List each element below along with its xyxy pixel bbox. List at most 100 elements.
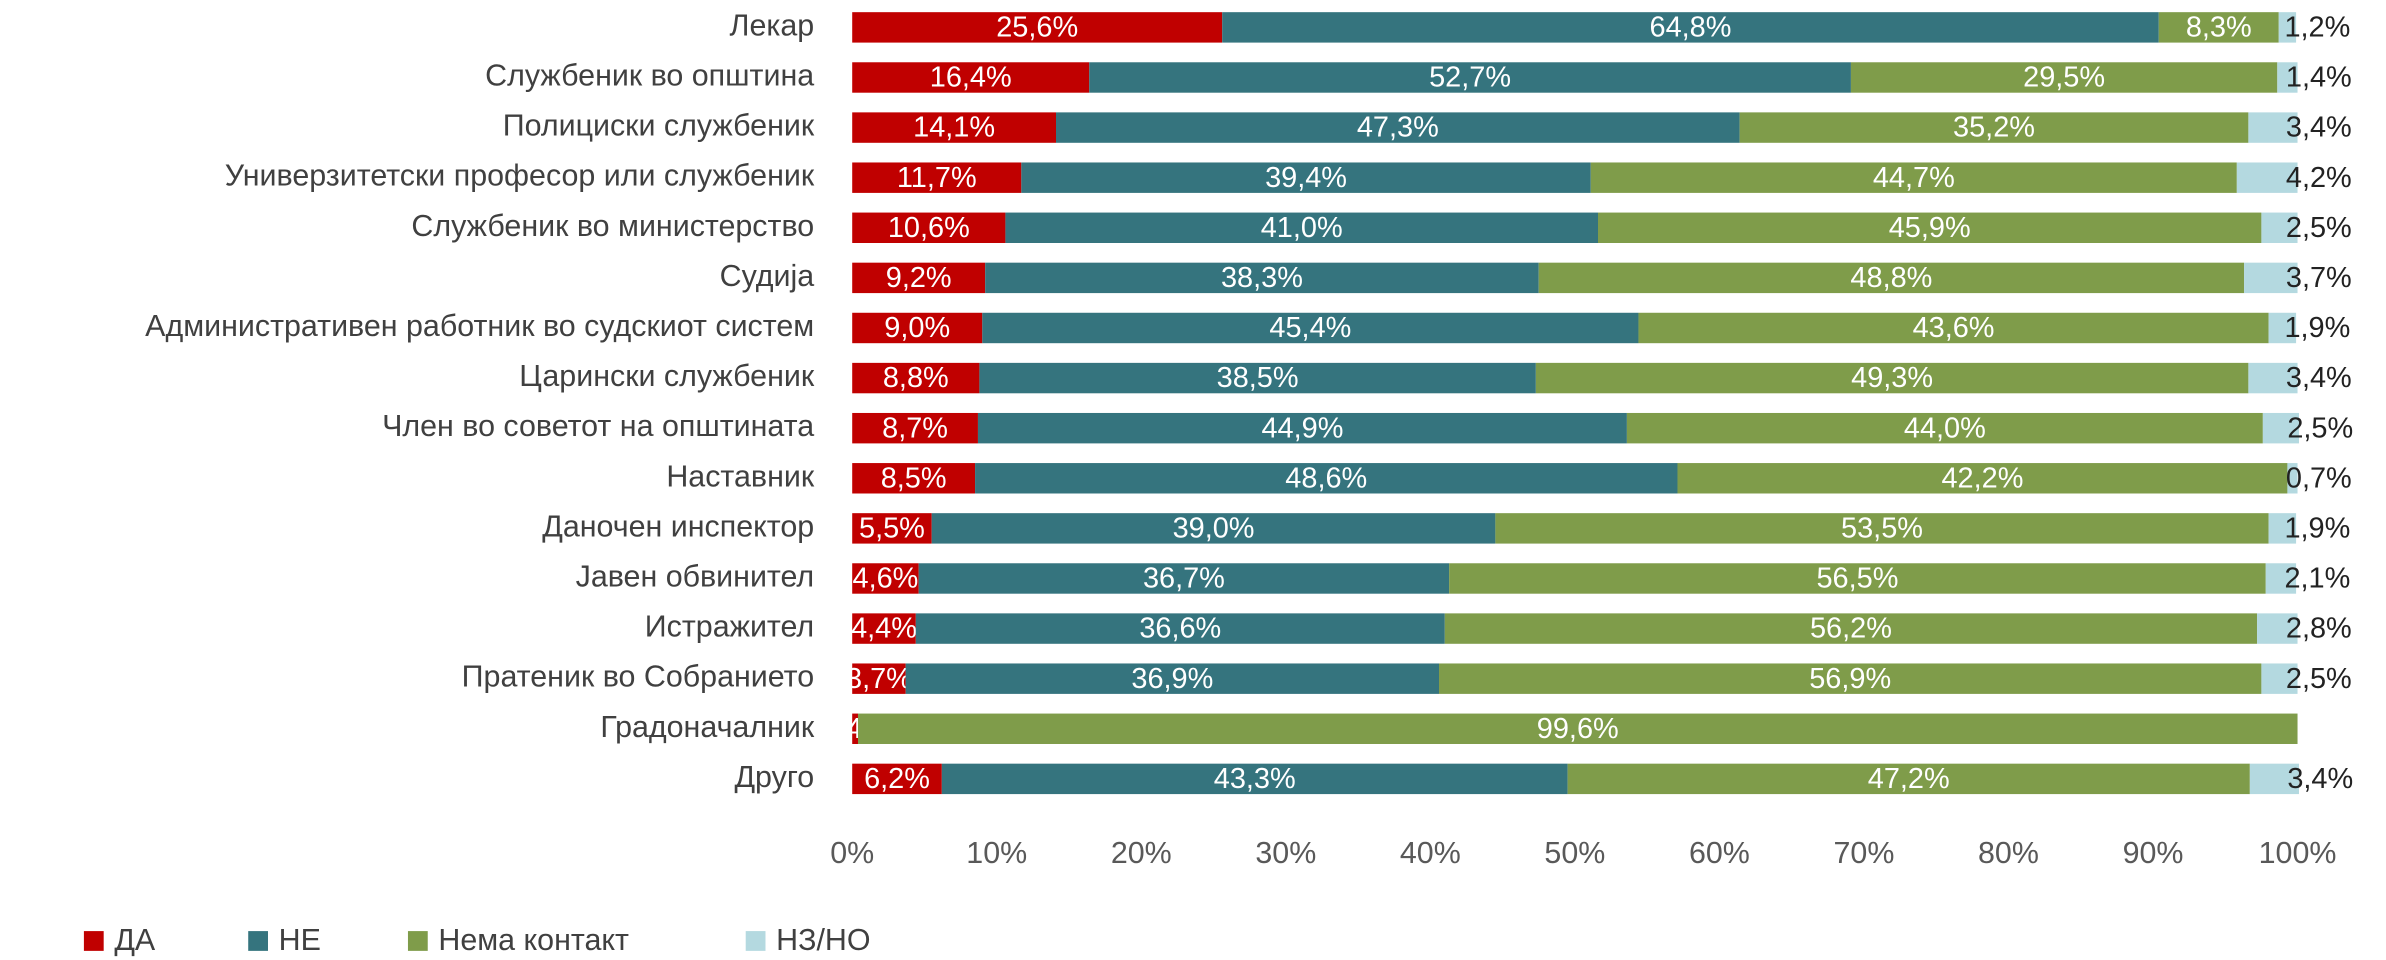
value-label: 56,9% [1809, 663, 1891, 695]
bar-segment [1089, 62, 1851, 93]
x-tick-label: 60% [1689, 836, 1750, 870]
value-label: 44,9% [1261, 412, 1343, 444]
legend-swatch [248, 931, 268, 951]
value-label: 36,9% [1131, 663, 1213, 695]
x-tick-label: 10% [966, 836, 1027, 870]
bar-segment [852, 613, 916, 644]
bar-segment [857, 713, 2298, 744]
bar-segment [985, 262, 1539, 294]
bar-segment [1444, 613, 2258, 644]
bar-segment [852, 162, 1022, 193]
bar-segment [2268, 513, 2297, 544]
bar-segment [2287, 463, 2298, 494]
value-label: 9,0% [884, 312, 950, 344]
bar-segment [1439, 663, 2262, 694]
value-label: 1,4% [2286, 62, 2352, 94]
bar-segment [852, 763, 942, 795]
category-label: Наставник [666, 459, 814, 493]
value-label: 39,0% [1173, 513, 1255, 545]
bar-segment [1222, 12, 2159, 43]
bar-segment [1567, 763, 2250, 795]
value-label: 56,5% [1816, 563, 1898, 595]
legend-label: ДА [114, 923, 156, 957]
value-label: 64,8% [1650, 12, 1732, 44]
bar-segment [1626, 412, 2263, 444]
category-label: Полициски службеник [503, 109, 815, 143]
value-label: 1,9% [2284, 513, 2350, 545]
category-label: Истражител [645, 610, 814, 644]
bar-segment [1590, 162, 2237, 193]
bar-segment [1850, 62, 2278, 93]
legend-swatch [83, 931, 104, 951]
value-label: 3,7% [846, 663, 912, 695]
x-tick-label: 100% [2259, 836, 2337, 870]
bar-segment [2278, 12, 2297, 43]
bar-segment [852, 663, 906, 694]
value-label: 45,9% [1889, 212, 1971, 244]
x-tick-label: 50% [1544, 836, 1605, 870]
legend-swatch [745, 931, 766, 951]
legend-label: НЗ/НО [776, 923, 870, 957]
category-label: Административен работник во судскиот сис… [145, 309, 814, 343]
bar-segment [1677, 463, 2288, 494]
bar-segment [941, 763, 1568, 795]
bar-segment [2236, 162, 2298, 193]
value-label: 11,7% [897, 162, 977, 194]
bar-segment [852, 412, 978, 444]
bar-segment [982, 312, 1639, 344]
category-label: Службеник во министерство [411, 209, 814, 243]
category-label: Лекар [730, 8, 815, 42]
value-label: 3,4% [2287, 763, 2353, 795]
value-label: 42,2% [1941, 462, 2023, 494]
x-tick-label: 90% [2123, 836, 2184, 870]
bar-segment [852, 713, 858, 744]
value-label: 4,6% [853, 563, 919, 595]
value-label: 99,6% [1537, 713, 1619, 745]
bar-segment [2248, 112, 2298, 143]
bar-segment [1535, 362, 2249, 394]
legend-swatch [407, 931, 428, 951]
value-label: 25,6% [996, 12, 1078, 44]
x-tick-label: 70% [1834, 836, 1895, 870]
value-label: 39,4% [1265, 162, 1347, 194]
bar-segment [1739, 112, 2249, 143]
category-label: Службеник во општина [485, 59, 814, 93]
bar-segment [1638, 312, 2269, 344]
value-label: 2,5% [2286, 212, 2352, 244]
category-label: Градоначалник [600, 710, 815, 744]
value-label: 47,3% [1357, 112, 1439, 144]
bar-segment [1449, 563, 2266, 594]
legend-label: Нема контакт [438, 923, 629, 957]
bar-segment [977, 412, 1627, 444]
value-label: 8,3% [2186, 12, 2252, 44]
bar-segment [2158, 12, 2279, 43]
bar-segment [905, 663, 1440, 694]
value-label: 6,2% [864, 763, 930, 795]
value-label: 5,5% [859, 513, 925, 545]
value-label: 8,8% [883, 362, 949, 394]
value-label: 44,0% [1904, 412, 1986, 444]
bar-segment [918, 563, 1450, 594]
bar-segment [979, 362, 1536, 394]
bar-segment [852, 12, 1223, 43]
value-label: 2,5% [2287, 412, 2353, 444]
value-label: 2,8% [2286, 613, 2352, 645]
value-label: 53,5% [1841, 513, 1923, 545]
value-label: 9,2% [886, 262, 952, 294]
value-label: 3,4% [2286, 362, 2352, 394]
bar-segment [975, 463, 1678, 494]
bar-segment [852, 112, 1056, 143]
value-label: 8,5% [881, 462, 947, 494]
bar-segment [1495, 513, 2269, 544]
category-label: Судија [720, 259, 815, 293]
category-label: Универзитетски професор или службеник [225, 159, 815, 193]
value-label: 41,0% [1261, 212, 1343, 244]
value-label: 47,2% [1868, 763, 1950, 795]
category-label: Друго [734, 760, 814, 794]
value-label: 49,3% [1851, 362, 1933, 394]
value-label: 36,6% [1139, 613, 1221, 645]
bar-segment [2265, 563, 2297, 594]
bar-segment [2249, 763, 2299, 795]
